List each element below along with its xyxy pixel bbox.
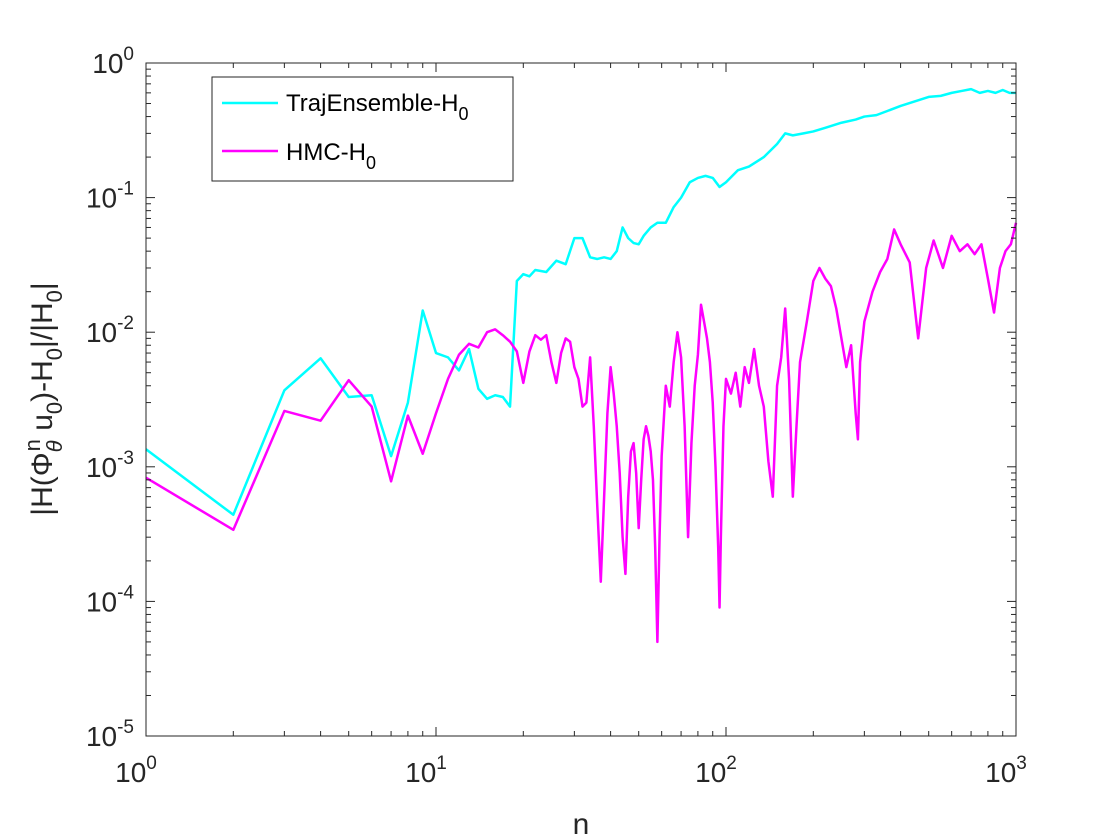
- x-tick-label: 103: [985, 753, 1027, 788]
- legend-label-hmc: HMC-H0: [286, 139, 376, 173]
- legend-label-trajensemble: TrajEnsemble-H0: [286, 90, 469, 124]
- x-tick-label: 102: [695, 753, 737, 788]
- y-tick-label: 100: [92, 44, 134, 79]
- x-tick-label: 101: [405, 753, 447, 788]
- series-layer: [145, 87, 1018, 644]
- x-tick-label: 100: [115, 753, 157, 788]
- legend-box: [211, 76, 514, 182]
- series-line-trajensemble: [145, 87, 1016, 517]
- y-tick-label: 10-2: [86, 313, 134, 348]
- x-axis-label: n: [573, 808, 590, 840]
- x-tick-labels: 100 101 102 103: [115, 753, 1027, 788]
- ticks-layer: [145, 62, 1017, 737]
- y-axis-label: |H(Φθn u0)-H0|/|H0|: [20, 282, 67, 515]
- y-tick-label: 10-4: [86, 582, 134, 617]
- y-tick-label: 10-3: [86, 448, 134, 483]
- legend: TrajEnsemble-H0 HMC-H0: [211, 76, 514, 182]
- y-tick-label: 10-1: [86, 179, 134, 214]
- y-tick-labels: 100 10-1 10-2 10-3 10-4 10-5: [86, 44, 134, 752]
- y-tick-label: 10-5: [86, 717, 134, 752]
- series-line-hmc: [145, 222, 1018, 644]
- axes-box: [145, 62, 1017, 737]
